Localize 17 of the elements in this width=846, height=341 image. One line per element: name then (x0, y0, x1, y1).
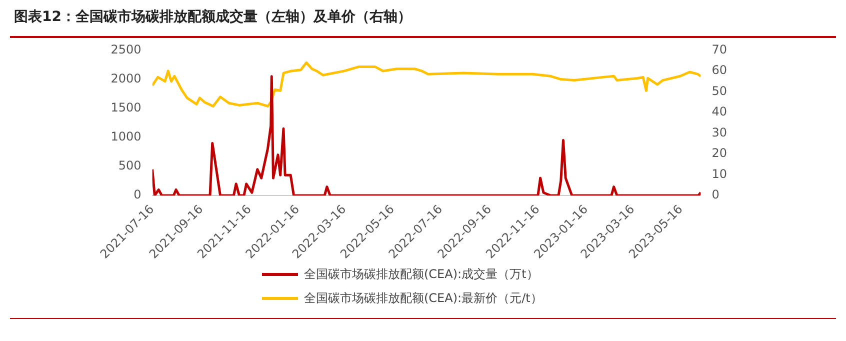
y-tick-label: 0 (134, 188, 142, 202)
y2-tick-label: 70 (712, 42, 728, 56)
y-tick-label: 1500 (110, 100, 142, 114)
y-tick-label: 2000 (110, 71, 142, 86)
y2-tick-label: 10 (712, 166, 728, 181)
legend-label: 全国碳市场碳排放配额(CEA):最新价（元/t） (304, 290, 542, 306)
y2-tick-label: 30 (712, 125, 728, 140)
y2-tick-label: 60 (712, 63, 728, 78)
y-tick-label: 2500 (110, 42, 142, 56)
y-tick-label: 1000 (110, 130, 142, 144)
y2-tick-label: 20 (712, 146, 728, 160)
y2-tick-label: 50 (712, 84, 728, 98)
y2-tick-label: 40 (712, 104, 728, 119)
chart-title: 图表12：全国碳市场碳排放配额成交量（左轴）及单价（右轴） (14, 8, 412, 26)
y-tick-label: 500 (118, 158, 142, 173)
y2-tick-label: 0 (712, 188, 720, 202)
legend-label: 全国碳市场碳排放配额(CEA):成交量（万t） (304, 266, 538, 282)
